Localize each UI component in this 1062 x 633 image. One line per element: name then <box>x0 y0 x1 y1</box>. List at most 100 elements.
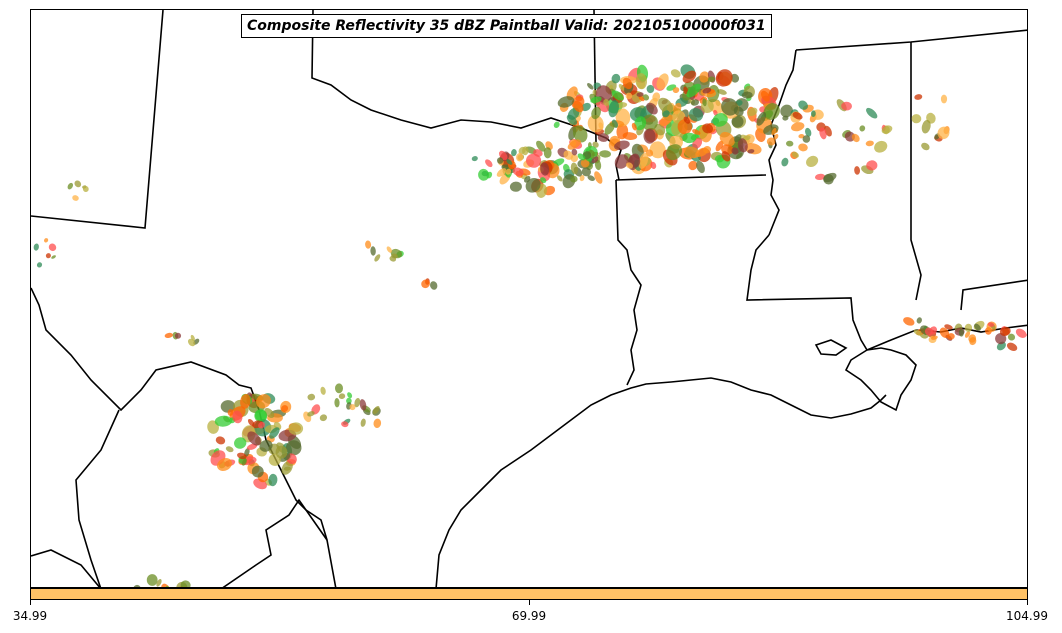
reflectivity-blob <box>791 151 799 158</box>
reflectivity-blob <box>591 156 599 164</box>
reflectivity-blob <box>597 133 609 142</box>
border-ar-la <box>615 174 767 181</box>
reflectivity-blob <box>570 162 578 175</box>
reflectivity-blob <box>625 92 633 100</box>
reflectivity-blob <box>782 115 789 121</box>
colorbar-tick-mid: 69.99 <box>511 609 547 623</box>
reflectivity-blob <box>683 146 700 159</box>
reflectivity-blob <box>659 114 673 127</box>
reflectivity-blob <box>572 100 584 113</box>
reflectivity-blob <box>614 154 629 169</box>
reflectivity-blob <box>496 157 504 164</box>
map-panel <box>30 9 1028 588</box>
reflectivity-blob <box>580 158 590 168</box>
reflectivity-blob <box>557 96 575 108</box>
reflectivity-blob <box>174 332 182 339</box>
reflectivity-blob <box>587 175 595 181</box>
reflectivity-blob <box>359 399 367 411</box>
reflectivity-blob <box>543 147 552 159</box>
reflectivity-blob <box>346 397 352 404</box>
reflectivity-blob <box>540 177 547 184</box>
border-la-tx <box>615 179 642 386</box>
colorbar-tick-mark-max <box>1027 600 1028 605</box>
reflectivity-blob <box>851 133 860 143</box>
map-canvas <box>31 10 1027 587</box>
reflectivity-blob <box>594 171 603 184</box>
reflectivity-blob <box>506 159 513 165</box>
reflectivity-blob <box>865 140 874 147</box>
reflectivity-blob <box>563 150 574 160</box>
reflectivity-blob <box>225 446 234 453</box>
reflectivity-blob <box>307 411 315 417</box>
reflectivity-blob <box>670 69 681 78</box>
reflectivity-blob <box>656 73 669 90</box>
reflectivity-blob <box>866 107 878 119</box>
reflectivity-blob <box>747 107 758 117</box>
reflectivity-blob <box>760 90 770 102</box>
reflectivity-blob <box>283 466 291 471</box>
reflectivity-blob <box>341 421 349 428</box>
reflectivity-blob <box>802 135 811 143</box>
reflectivity-blob <box>766 137 776 146</box>
reflectivity-blob <box>944 324 953 330</box>
reflectivity-blob <box>742 135 751 141</box>
reflectivity-blob <box>307 393 316 401</box>
reflectivity-blob <box>269 427 280 439</box>
reflectivity-blob <box>1006 342 1018 351</box>
border-ms-al <box>910 42 922 301</box>
reflectivity-blob <box>631 122 637 131</box>
reflectivity-blob <box>665 144 683 161</box>
reflectivity-blob <box>715 69 733 87</box>
reflectivity-blob <box>721 98 739 116</box>
reflectivity-blob <box>683 86 688 95</box>
border-al-fl <box>960 279 1027 311</box>
reflectivity-blob <box>786 140 794 147</box>
reflectivity-blob <box>650 161 657 170</box>
reflectivity-blob <box>638 95 645 102</box>
reflectivity-blob <box>82 186 89 192</box>
reflectivity-blob <box>712 113 728 127</box>
reflectivity-blob <box>672 87 680 94</box>
reflectivity-blob <box>258 421 265 429</box>
reflectivity-blob <box>234 437 247 449</box>
reflectivity-blob <box>823 172 837 183</box>
reflectivity-blob <box>48 243 57 252</box>
reflectivity-blob <box>256 394 271 409</box>
map-title: Composite Reflectivity 35 dBZ Paintball … <box>241 14 772 38</box>
reflectivity-blob <box>370 246 376 256</box>
reflectivity-blob <box>246 443 258 450</box>
border-tn <box>795 29 1027 51</box>
reflectivity-blob <box>635 73 648 90</box>
reflectivity-blob <box>232 410 243 424</box>
reflectivity-blob <box>67 182 74 190</box>
reflectivity-blob <box>372 406 380 415</box>
reflectivity-blob <box>921 142 930 151</box>
reflectivity-blob <box>614 140 630 151</box>
reflectivity-blob <box>692 129 701 135</box>
reflectivity-blob <box>338 393 346 400</box>
reflectivity-blob <box>713 109 718 116</box>
reflectivity-blob <box>608 100 619 118</box>
reflectivity-blob <box>592 141 599 148</box>
reflectivity-blob <box>810 110 816 117</box>
reflectivity-blob <box>646 102 658 115</box>
reflectivity-blob <box>841 101 852 111</box>
border-ar-ms-river <box>768 49 797 236</box>
border-mexico-se <box>222 498 328 587</box>
reflectivity-blob <box>496 168 507 177</box>
reflectivity-blob <box>622 132 638 141</box>
reflectivity-blob <box>349 404 356 411</box>
reflectivity-blob <box>237 452 247 460</box>
reflectivity-blob <box>156 579 162 587</box>
reflectivity-blob <box>622 77 633 90</box>
reflectivity-blob <box>805 127 812 137</box>
reflectivity-blob <box>924 327 933 336</box>
reflectivity-blob <box>806 155 819 168</box>
reflectivity-blob <box>911 114 922 124</box>
reflectivity-blob <box>45 253 51 259</box>
reflectivity-blob <box>771 128 777 136</box>
reflectivity-blob <box>641 114 658 131</box>
reflectivity-blob <box>707 76 716 83</box>
reflectivity-blob <box>485 159 493 168</box>
reflectivity-blob <box>74 180 82 188</box>
